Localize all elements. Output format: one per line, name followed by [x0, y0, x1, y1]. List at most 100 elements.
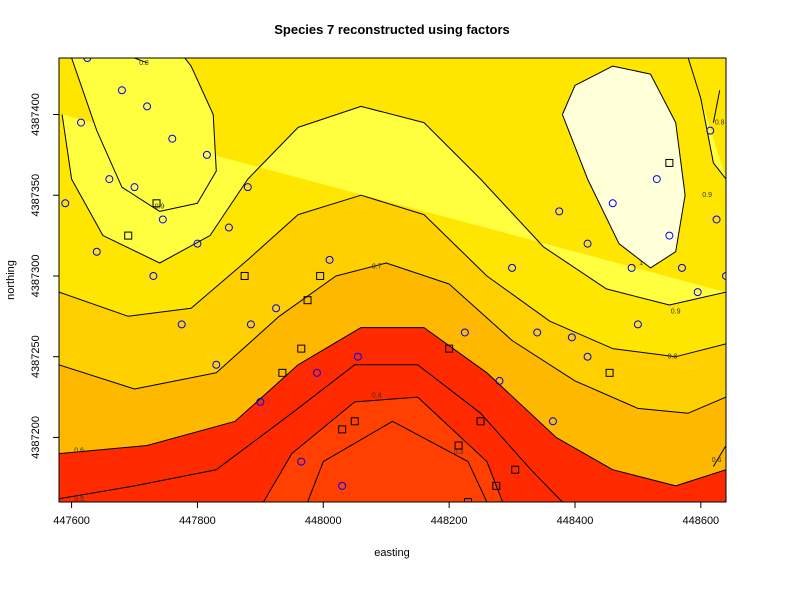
circle-marker: [149, 271, 158, 280]
contour-label: 0.5: [74, 496, 84, 503]
circle-marker: [627, 263, 636, 272]
contour-line-0.8: [134, 58, 148, 64]
y-tick-label: 4387350: [30, 174, 42, 217]
circle-marker: [495, 376, 504, 385]
circle-marker: [92, 247, 101, 256]
heat-region-0.9: [62, 106, 726, 306]
heat-band-low-0.4: [263, 397, 503, 502]
contour-line-0.7: [59, 262, 726, 414]
square-marker: [338, 425, 347, 434]
x-axis: 447600 447800 448000 448200 448400 448600: [53, 502, 719, 527]
circle-marker: [533, 328, 542, 337]
square-marker: [445, 344, 454, 353]
circle-marker: [297, 457, 306, 466]
contour-line-0.6: [59, 327, 726, 487]
circle-marker: [652, 175, 661, 184]
heat-region-1: [562, 66, 686, 268]
square-marker: [464, 498, 473, 502]
contour-line-0.8: [59, 194, 726, 358]
circle-marker: [202, 150, 211, 159]
heatmap-surface: [59, 58, 726, 502]
contour-line-0.4: [263, 396, 504, 502]
contour-line-0.3: [307, 420, 488, 502]
contour-label: 0.6: [74, 447, 84, 454]
circle-marker: [312, 368, 321, 377]
contour-label: 0.8: [668, 354, 678, 361]
square-marker: [605, 368, 614, 377]
circle-marker: [105, 175, 114, 184]
square-marker: [278, 368, 287, 377]
circle-marker: [177, 320, 186, 329]
circle-marker: [61, 199, 70, 208]
circle-marker: [168, 134, 177, 143]
circle-marker: [583, 239, 592, 248]
circle-marker: [338, 481, 347, 490]
contour-line-1: [561, 65, 686, 269]
circle-marker: [460, 328, 469, 337]
circle-marker: [193, 239, 202, 248]
contour-label: 0.9: [671, 308, 681, 315]
circle-marker: [272, 304, 281, 313]
contour-label: 0.6: [712, 457, 722, 464]
contour-line-0.9: [61, 105, 726, 306]
heat-band-0.8: [59, 58, 726, 357]
heat-region-0.9: [71, 58, 217, 212]
circle-marker: [608, 199, 617, 208]
plot-frame: [58, 57, 727, 503]
y-axis-label: northing: [5, 260, 17, 300]
circle-marker: [583, 352, 592, 361]
x-tick-label: 448000: [305, 515, 342, 527]
circle-marker: [143, 102, 152, 111]
y-axis: 4387200 4387250 4387300 4387350 4387400: [30, 93, 59, 459]
contour-label: 0.7: [372, 263, 382, 270]
contour-label: 0.8: [715, 120, 725, 127]
circle-marker: [353, 352, 362, 361]
circle-marker: [224, 223, 233, 232]
circle-marker: [712, 215, 721, 224]
circle-marker: [83, 58, 92, 62]
circle-marker: [633, 320, 642, 329]
square-marker: [316, 271, 325, 280]
square-marker: [350, 417, 359, 426]
contour-label: 0.4: [372, 392, 382, 399]
x-tick-label: 447600: [53, 515, 90, 527]
circle-marker: [548, 417, 557, 426]
square-marker: [476, 417, 485, 426]
circle-marker: [243, 183, 252, 192]
circle-marker: [722, 271, 726, 280]
square-marker: [492, 481, 501, 490]
square-marker: [511, 465, 520, 474]
circle-marker: [158, 215, 167, 224]
circle-marker: [555, 207, 564, 216]
contour-line-0.8: [712, 90, 721, 123]
square-marker: [240, 271, 249, 280]
circle-marker: [77, 118, 86, 127]
circle-marker: [706, 126, 715, 135]
contour-label: 0.3: [454, 449, 464, 456]
y-tick-label: 4387300: [30, 255, 42, 298]
site-markers: [61, 58, 726, 502]
circle-marker: [325, 255, 334, 264]
contour-line-0.5: [59, 364, 563, 502]
circle-marker: [117, 86, 126, 95]
square-marker: [124, 231, 133, 240]
circle-marker: [665, 231, 674, 240]
square-marker: [454, 441, 463, 450]
circle-marker: [693, 288, 702, 297]
y-tick-label: 4387200: [30, 416, 42, 459]
contour-line-0.6: [712, 445, 726, 467]
contour-label: 1: [639, 260, 643, 267]
x-axis-label: easting: [374, 547, 409, 559]
square-marker: [665, 158, 674, 167]
contour-label: 0.9: [702, 192, 712, 199]
circle-marker: [567, 333, 576, 342]
circle-marker: [212, 360, 221, 369]
x-tick-label: 448600: [682, 515, 719, 527]
square-marker: [303, 296, 312, 305]
contour-line-0.9: [71, 58, 217, 212]
circle-marker: [677, 263, 686, 272]
square-marker: [297, 344, 306, 353]
x-tick-label: 448400: [557, 515, 594, 527]
contour-lines: 0.30.40.50.60.70.80.90.90.910.80.80.6: [59, 58, 726, 503]
